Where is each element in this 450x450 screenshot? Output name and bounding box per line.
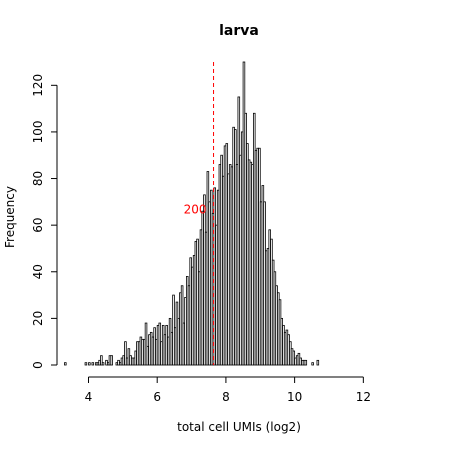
y-tick-label: 80: [31, 171, 45, 186]
x-axis: 4 6 8 10 12: [85, 376, 371, 404]
x-tick-label: 6: [153, 390, 161, 404]
x-tick-label: 12: [356, 390, 371, 404]
histogram-bar: [100, 355, 103, 366]
x-tick-label: 8: [222, 390, 230, 404]
x-axis-label: total cell UMIs (log2): [177, 420, 301, 434]
histogram-bar: [91, 362, 95, 366]
y-tick-label: 100: [31, 120, 45, 143]
histogram-bars: [64, 61, 320, 366]
x-tick-label: 4: [85, 390, 93, 404]
histogram-bar: [110, 355, 113, 366]
histogram-bar: [144, 322, 148, 366]
histogram-bar: [84, 362, 88, 366]
threshold-label: 200: [184, 203, 207, 217]
histogram-bar: [124, 341, 127, 366]
y-tick-label: 120: [31, 74, 45, 97]
y-axis: 0 20 40 60 80 100 120: [31, 74, 58, 369]
histogram-bar: [311, 362, 314, 366]
y-tick-label: 60: [31, 218, 45, 233]
histogram-bar: [316, 359, 320, 366]
y-tick-label: 40: [31, 264, 45, 279]
histogram-bar: [88, 362, 91, 366]
y-axis-label: Frequency: [3, 186, 17, 248]
histogram-bar: [304, 359, 308, 366]
histogram-bar: [64, 362, 67, 366]
x-tick-label: 10: [287, 390, 302, 404]
y-tick-label: 0: [31, 361, 45, 369]
y-tick-label: 20: [31, 311, 45, 326]
histogram-bar: [101, 362, 105, 366]
chart-title: larva: [219, 23, 259, 39]
